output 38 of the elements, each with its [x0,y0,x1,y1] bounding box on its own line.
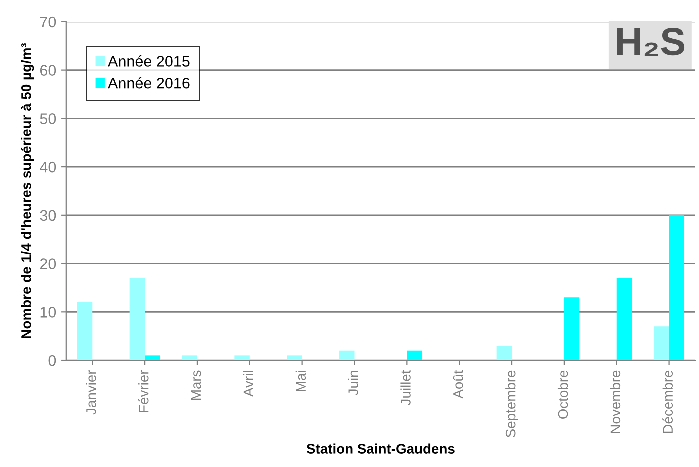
y-axis-title: Nombre de 1/4 d'heures supérieur à 50 µg/m³ [21,43,34,338]
x-tick-label: Avril [243,371,254,397]
bar [654,326,670,361]
x-tick-label: Mai [296,371,306,392]
x-tick-label: Août [453,370,464,399]
bar [234,356,250,361]
legend-label: Année 2015 [108,56,190,67]
bar [564,298,580,361]
y-tick-label: 30 [40,210,56,222]
x-tick-label: Décembre [662,370,674,434]
x-axis-title: Station Saint-Gaudens [306,444,455,454]
annotation: H₂S [617,28,685,56]
bar [496,346,512,361]
bar [287,356,302,361]
bar [340,350,355,361]
bar [182,356,198,361]
y-tick-label: 50 [40,114,56,124]
bar [407,350,422,361]
bar [145,356,160,361]
x-tick-label: Janvier [86,370,96,415]
y-tick-label: 40 [40,162,56,173]
x-tick-label: Juillet [400,370,411,406]
x-tick-label: Octobre [558,370,568,419]
x-tick-label: Juin [348,371,358,396]
bar [616,278,632,361]
x-tick-label: Septembre [506,370,518,438]
x-tick-label: Novembre [610,370,621,434]
y-tick-label: 0 [48,355,56,366]
x-tick-label: Février [138,370,149,412]
y-tick-label: 20 [40,258,56,270]
legend-label: Année 2016 [108,77,190,89]
bar [77,302,93,361]
x-tick-label: Mars [192,370,202,400]
bar [130,278,146,361]
y-tick-label: 10 [40,307,56,318]
y-tick-label: 60 [40,65,56,76]
y-tick-label: 70 [40,16,56,28]
bar [669,215,684,361]
